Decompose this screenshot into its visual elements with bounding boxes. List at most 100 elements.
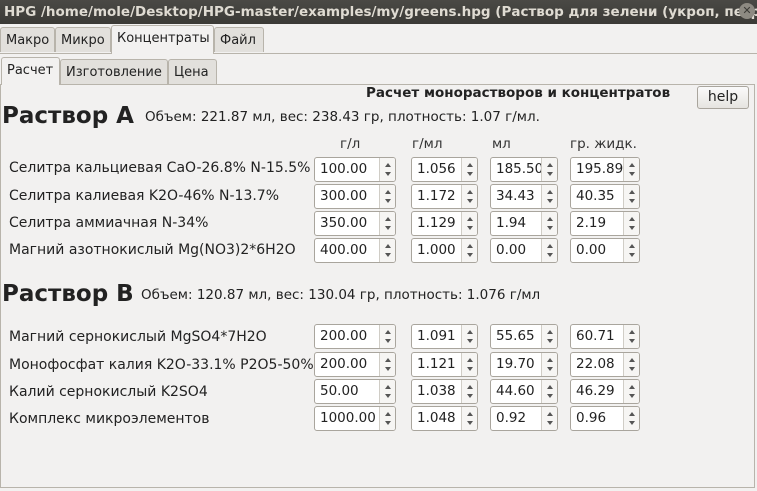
- spinbox-value: 400.00: [320, 242, 368, 258]
- gl-spinbox[interactable]: 100.00: [314, 157, 396, 182]
- spinbox-value: 34.43: [496, 188, 535, 204]
- density-spinbox[interactable]: 1.121: [411, 352, 478, 377]
- subtab-production[interactable]: Изготовление: [60, 59, 168, 84]
- arrow-up-icon: [547, 190, 553, 194]
- arrow-up-icon: [547, 163, 553, 167]
- arrow-down-icon: [629, 367, 635, 371]
- close-icon[interactable]: ✕: [739, 3, 755, 19]
- arrow-down-icon: [629, 172, 635, 176]
- density-spinbox[interactable]: 1.056: [411, 157, 478, 182]
- col-header-gml: г/мл: [412, 136, 443, 152]
- ml-spinbox[interactable]: 55.65: [490, 324, 558, 349]
- gl-spinbox[interactable]: 200.00: [314, 352, 396, 377]
- tab-mikro[interactable]: Микро: [55, 27, 111, 52]
- solution-a-row-label: Селитра аммиачная N-34%: [9, 215, 209, 231]
- arrow-up-icon: [385, 190, 391, 194]
- gl-spinbox[interactable]: 200.00: [314, 324, 396, 349]
- gr-spinbox[interactable]: 0.96: [570, 406, 640, 431]
- density-spinbox[interactable]: 1.038: [411, 379, 478, 404]
- help-button[interactable]: help: [697, 86, 749, 109]
- arrow-up-icon: [385, 163, 391, 167]
- arrow-up-icon: [629, 163, 635, 167]
- spinbox-arrows: [379, 212, 395, 235]
- solution-a-info: Объем: 221.87 мл, вес: 238.43 гр, плотно…: [145, 109, 540, 125]
- solution-b-row-label: Калий сернокислый K2SO4: [9, 384, 208, 400]
- spinbox-value: 55.65: [496, 328, 535, 344]
- density-spinbox[interactable]: 1.091: [411, 324, 478, 349]
- density-spinbox[interactable]: 1.129: [411, 211, 478, 236]
- arrow-up-icon: [467, 412, 473, 416]
- ml-spinbox[interactable]: 0.00: [490, 238, 558, 263]
- spinbox-arrows: [379, 158, 395, 181]
- arrow-up-icon: [467, 190, 473, 194]
- density-spinbox[interactable]: 1.000: [411, 238, 478, 263]
- spinbox-value: 1.129: [417, 215, 456, 231]
- solution-b-row-label: Монофосфат калия K2O-33.1% P2O5-50%: [9, 357, 314, 373]
- solution-b-info: Объем: 120.87 мл, вес: 130.04 гр, плотно…: [141, 287, 541, 303]
- spinbox-value: 46.29: [576, 383, 615, 399]
- gl-spinbox[interactable]: 300.00: [314, 184, 396, 209]
- spinbox-arrows: [623, 212, 639, 235]
- spinbox-arrows: [461, 185, 477, 208]
- ml-spinbox[interactable]: 185.50: [490, 157, 558, 182]
- ml-spinbox[interactable]: 34.43: [490, 184, 558, 209]
- arrow-down-icon: [467, 421, 473, 425]
- spinbox-arrows: [379, 353, 395, 376]
- subtab-calc[interactable]: Расчет: [1, 57, 60, 85]
- spinbox-value: 0.00: [576, 242, 607, 258]
- tab-file[interactable]: Файл: [214, 27, 264, 52]
- spinbox-arrows: [541, 212, 557, 235]
- ml-spinbox[interactable]: 0.92: [490, 406, 558, 431]
- gr-spinbox[interactable]: 60.71: [570, 324, 640, 349]
- gr-spinbox[interactable]: 22.08: [570, 352, 640, 377]
- page-title: Расчет монорастворов и концентратов: [366, 85, 671, 101]
- arrow-up-icon: [547, 330, 553, 334]
- gl-spinbox[interactable]: 1000.00: [314, 406, 396, 431]
- arrow-up-icon: [467, 163, 473, 167]
- gr-spinbox[interactable]: 46.29: [570, 379, 640, 404]
- spinbox-arrows: [461, 239, 477, 262]
- ml-spinbox[interactable]: 44.60: [490, 379, 558, 404]
- arrow-up-icon: [629, 330, 635, 334]
- arrow-up-icon: [547, 244, 553, 248]
- gr-spinbox[interactable]: 0.00: [570, 238, 640, 263]
- spinbox-arrows: [623, 353, 639, 376]
- arrow-up-icon: [467, 358, 473, 362]
- arrow-down-icon: [467, 394, 473, 398]
- gl-spinbox[interactable]: 50.00: [314, 379, 396, 404]
- arrow-down-icon: [385, 394, 391, 398]
- density-spinbox[interactable]: 1.172: [411, 184, 478, 209]
- gl-spinbox[interactable]: 400.00: [314, 238, 396, 263]
- spinbox-arrows: [461, 380, 477, 403]
- spinbox-value: 0.92: [496, 410, 527, 426]
- subtab-price[interactable]: Цена: [168, 59, 217, 84]
- arrow-down-icon: [547, 172, 553, 176]
- spinbox-arrows: [623, 239, 639, 262]
- gr-spinbox[interactable]: 40.35: [570, 184, 640, 209]
- arrow-down-icon: [547, 339, 553, 343]
- spinbox-arrows: [623, 185, 639, 208]
- gl-spinbox[interactable]: 350.00: [314, 211, 396, 236]
- concentrates-panel: [0, 53, 757, 491]
- spinbox-value: 1.091: [417, 328, 456, 344]
- ml-spinbox[interactable]: 19.70: [490, 352, 558, 377]
- arrow-up-icon: [629, 217, 635, 221]
- spinbox-value: 1.048: [417, 410, 456, 426]
- ml-spinbox[interactable]: 1.94: [490, 211, 558, 236]
- arrow-up-icon: [629, 244, 635, 248]
- spinbox-value: 50.00: [320, 383, 359, 399]
- solution-b-title: Раствор B: [2, 281, 134, 307]
- tab-concentrates[interactable]: Концентраты: [111, 25, 214, 54]
- arrow-down-icon: [385, 199, 391, 203]
- spinbox-value: 300.00: [320, 188, 368, 204]
- spinbox-arrows: [623, 158, 639, 181]
- spinbox-value: 1000.00: [320, 410, 376, 426]
- arrow-up-icon: [385, 217, 391, 221]
- window-titlebar: HPG /home/mole/Desktop/HPG-master/exampl…: [0, 0, 757, 24]
- tab-makro[interactable]: Макро: [0, 27, 55, 52]
- gr-spinbox[interactable]: 2.19: [570, 211, 640, 236]
- arrow-up-icon: [385, 358, 391, 362]
- density-spinbox[interactable]: 1.048: [411, 406, 478, 431]
- gr-spinbox[interactable]: 195.89: [570, 157, 640, 182]
- spinbox-value: 40.35: [576, 188, 615, 204]
